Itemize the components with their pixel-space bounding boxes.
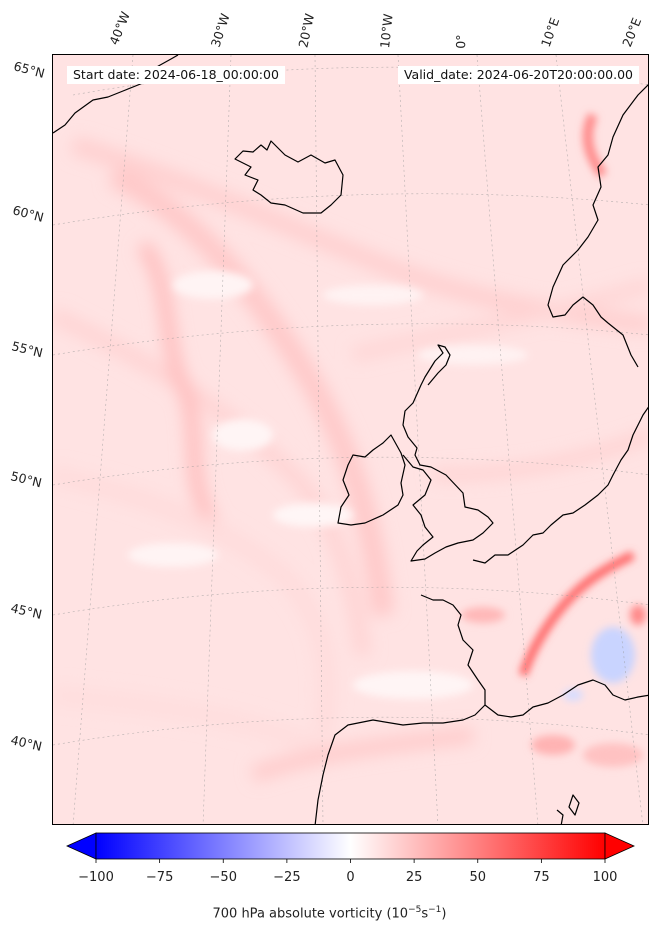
- vorticity-shading: [53, 136, 648, 783]
- colorbar: [66, 832, 635, 863]
- map-panel: [52, 54, 649, 825]
- lat-label-65n: 65°N: [12, 58, 47, 81]
- vorticity-strong-features: [461, 112, 646, 767]
- colorbar-label-text: 700 hPa absolute vorticity (10: [212, 906, 409, 922]
- colorbar-tick-1: −75: [145, 870, 174, 885]
- lat-label-55n: 55°N: [10, 338, 45, 361]
- lon-label-10e: 10°E: [537, 15, 563, 49]
- start-date-label: Start date: 2024-06-18_00:00:00: [67, 66, 285, 84]
- coastlines: [53, 55, 648, 824]
- colorbar-tick-4: 0: [346, 870, 355, 885]
- colorbar-tick-8: 100: [592, 870, 618, 885]
- lon-label-40w: 40°W: [106, 9, 133, 47]
- colorbar-tick-2: −50: [209, 870, 237, 885]
- vorticity-light-patches: [128, 271, 528, 699]
- scotland-england-coast: [402, 344, 494, 562]
- mediterranean-coast: [484, 679, 648, 718]
- colorbar-label-mid: s: [421, 906, 429, 922]
- lat-label-50n: 50°N: [9, 468, 44, 491]
- colorbar-tickmarks: [95, 859, 606, 863]
- france-iberia-coast: [314, 594, 486, 824]
- lat-label-45n: 45°N: [9, 600, 44, 622]
- sardinia: [556, 809, 564, 824]
- lon-label-30w: 30°W: [207, 11, 233, 49]
- colorbar-tick-3: −25: [273, 870, 301, 885]
- colorbar-tick-7: 75: [533, 870, 550, 885]
- ireland-coast: [337, 434, 406, 526]
- colorbar-label-end: ): [441, 906, 447, 922]
- lon-label-0: 0°: [453, 34, 469, 49]
- vorticity-map: [53, 55, 648, 824]
- lat-label-40n: 40°N: [9, 732, 44, 754]
- greenland-coast: [53, 55, 179, 134]
- lon-label-10w: 10°W: [377, 13, 396, 49]
- scandinavia-coast: [547, 84, 648, 368]
- colorbar-label: 700 hPa absolute vorticity (10−5s−1): [0, 905, 659, 921]
- iceland-coast: [234, 140, 344, 214]
- colorbar-tick-0: −100: [78, 870, 114, 885]
- colorbar-gradient: [95, 832, 606, 860]
- corsica: [568, 794, 580, 816]
- colorbar-tick-6: 50: [469, 870, 487, 885]
- colorbar-label-exp2: −1: [428, 905, 442, 915]
- lon-label-20e: 20°E: [619, 15, 645, 49]
- colorbar-low-extend: [66, 832, 97, 860]
- colorbar-label-exp1: −5: [408, 905, 422, 915]
- valid-date-label: Valid_date: 2024-06-20T20:00:00.00: [397, 66, 639, 84]
- lon-label-20w: 20°W: [295, 12, 318, 49]
- europe-coast: [472, 406, 648, 564]
- colorbar-tick-5: 25: [405, 870, 423, 885]
- lat-label-60n: 60°N: [11, 202, 46, 225]
- colorbar-high-extend: [604, 832, 635, 860]
